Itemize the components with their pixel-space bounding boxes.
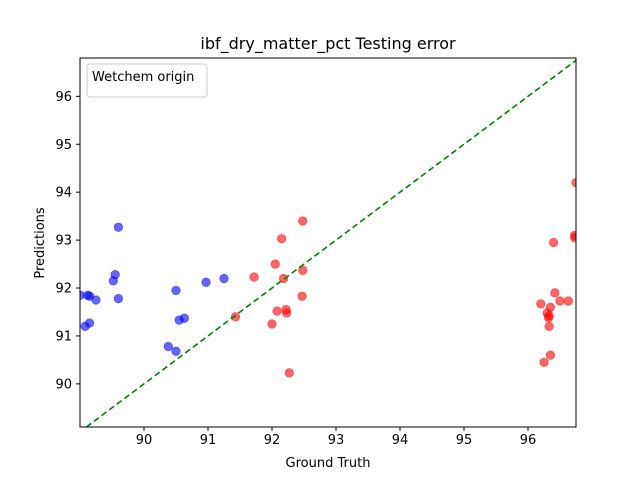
scatter-point <box>539 357 549 367</box>
y-tick-label: 95 <box>55 138 72 153</box>
scatter-point <box>219 273 229 284</box>
scatter-point <box>284 368 294 378</box>
scatter-point <box>563 296 573 306</box>
x-tick-label: 96 <box>520 433 537 448</box>
scatter-point <box>297 291 307 301</box>
data-points <box>80 177 576 378</box>
scatter-point <box>113 222 123 232</box>
scatter-point <box>84 318 95 328</box>
y-tick-label: 92 <box>55 282 72 297</box>
scatter-point <box>171 285 181 296</box>
scatter-point <box>249 272 259 282</box>
scatter-point <box>113 293 123 304</box>
y-tick-label: 90 <box>55 377 72 392</box>
scatter-point <box>550 288 560 298</box>
scatter-point <box>230 312 241 322</box>
scatter-point <box>545 302 556 312</box>
x-tick-label: 91 <box>200 433 217 448</box>
y-axis-ticks: 90 91 92 93 94 95 96 <box>55 90 80 392</box>
legend-box <box>86 63 208 98</box>
reference-line-y-equals-x <box>85 59 576 427</box>
legend: Wetchem origin <box>86 63 208 98</box>
scatter-point <box>110 270 120 280</box>
x-axis-ticks: 90 91 92 93 94 95 96 <box>136 427 537 448</box>
x-tick-label: 92 <box>264 433 281 448</box>
y-tick-label: 93 <box>55 234 72 249</box>
scatter-point <box>201 277 211 287</box>
legend-title: Wetchem origin <box>92 70 194 85</box>
scatter-point <box>163 341 173 352</box>
scatter-point <box>545 350 556 360</box>
x-tick-label: 95 <box>456 433 473 448</box>
scatter-point <box>179 313 189 323</box>
scatter-point <box>277 234 287 244</box>
x-tick-label: 93 <box>328 433 345 448</box>
scatter-point <box>91 295 101 305</box>
y-tick-label: 96 <box>55 90 72 105</box>
x-tick-label: 90 <box>136 433 153 448</box>
scatter-point <box>267 319 277 329</box>
scatter-point <box>544 311 554 321</box>
y-axis-label: Predictions <box>33 207 48 279</box>
scatter-point <box>571 177 576 188</box>
scatter-point <box>282 308 292 318</box>
y-tick-label: 94 <box>55 186 72 201</box>
plot-area <box>80 59 576 427</box>
x-axis-label: Ground Truth <box>286 456 371 471</box>
scatter-point <box>544 321 554 331</box>
plot-frame <box>79 57 577 428</box>
scatter-point <box>278 273 289 284</box>
scatter-point <box>548 237 559 248</box>
scatter-point <box>536 299 546 309</box>
x-tick-label: 94 <box>392 433 409 448</box>
chart-title: ibf_dry_matter_pct Testing error <box>200 34 456 54</box>
scatter-point <box>570 233 576 243</box>
y-tick-label: 91 <box>55 329 72 344</box>
scatter-point <box>272 306 282 316</box>
scatter-point <box>270 259 280 269</box>
scatter-point <box>171 346 181 356</box>
scatter-point <box>298 216 308 226</box>
scatter-point <box>555 296 565 306</box>
